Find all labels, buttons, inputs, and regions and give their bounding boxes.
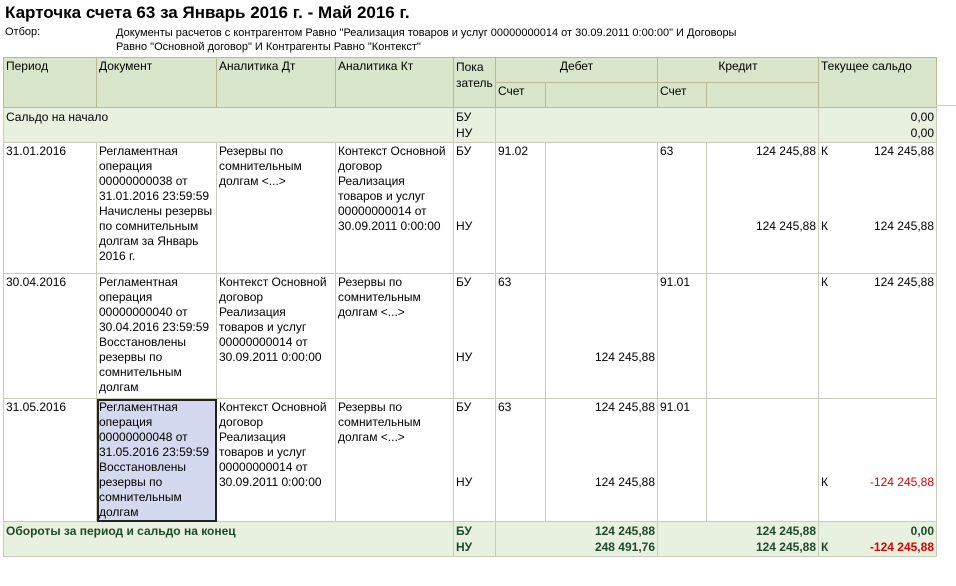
totals-row: Обороты за период и сальдо на конец БУ НУ… (3, 521, 937, 557)
debit-bu (548, 144, 655, 219)
header-credit: Кредит (657, 57, 819, 83)
debit-bu: 124 245,88 (594, 400, 655, 414)
report-title: Карточка счета 63 за Январь 2016 г. - Ма… (5, 3, 410, 22)
analytics-dt-cell[interactable]: Резервы по сомнительным долгам <...> (216, 142, 336, 274)
balance-side: К (821, 275, 828, 289)
filter-text: Документы расчетов с контрагентом Равно … (116, 26, 816, 54)
bu-label: БУ (456, 144, 472, 158)
nu-label: НУ (456, 350, 473, 364)
debit-account: 91.02 (495, 142, 546, 274)
balance-bu: 124 245,88 (873, 144, 934, 158)
header-analytics-kt: Аналитика Кт (335, 57, 454, 108)
nu-label: НУ (456, 126, 473, 140)
header-credit-sum (706, 82, 819, 108)
totals-label: Обороты за период и сальдо на конец (3, 521, 454, 557)
header-debit-sum (545, 82, 658, 108)
header-indicator: Пока затель (453, 57, 496, 108)
bu-label: БУ (456, 400, 472, 414)
opening-bu-balance: 0,00 (910, 110, 934, 124)
entry-row: 31.05.2016 Регламентная операция 0000000… (3, 398, 937, 522)
credit-bu (709, 275, 816, 350)
totals-balance-nu: -124 245,88 (869, 540, 934, 554)
balance-nu: 124 245,88 (873, 219, 934, 233)
period-cell: 31.01.2016 (3, 142, 97, 274)
opening-nu-balance: 0,00 (910, 126, 934, 140)
totals-balance-bu: 0,00 (910, 524, 934, 538)
document-cell[interactable]: Регламентная операция 00000000040 от 30.… (96, 273, 217, 399)
debit-nu: 124 245,88 (594, 475, 655, 489)
analytics-kt-cell[interactable]: Резервы по сомнительным долгам <...> (335, 398, 454, 522)
filter-line: Документы расчетов с контрагентом Равно … (116, 27, 737, 39)
entry-row: 30.04.2016 Регламентная операция 0000000… (3, 273, 937, 399)
analytics-kt-cell[interactable]: Контекст Основной договор Реализация тов… (335, 142, 454, 274)
balance-side: К (821, 540, 829, 554)
opening-balance-row: Сальдо на начало БУ НУ 0,00 0,00 (3, 107, 937, 143)
credit-account: 91.01 (657, 273, 707, 399)
nu-label: НУ (456, 219, 473, 233)
entry-row: 31.01.2016 Регламентная операция 0000000… (3, 142, 937, 274)
credit-nu: 124 245,88 (755, 219, 816, 233)
bu-label: БУ (456, 110, 472, 124)
debit-nu: 124 245,88 (594, 350, 655, 364)
header-analytics-dt: Аналитика Дт (216, 57, 336, 108)
nu-label: НУ (456, 475, 473, 489)
bu-label: БУ (456, 275, 472, 289)
opening-label: Сальдо на начало (3, 107, 454, 143)
document-cell[interactable]: Регламентная операция 00000000038 от 31.… (96, 142, 217, 274)
header-period: Период (3, 57, 97, 108)
totals-credit-nu: 124 245,88 (755, 540, 816, 554)
balance-nu: -124 245,88 (869, 475, 934, 489)
credit-bu: 124 245,88 (755, 144, 816, 158)
filter-line: Равно "Основной договор" И Контрагенты Р… (116, 41, 421, 53)
period-cell: 31.05.2016 (3, 398, 97, 522)
balance-bu: 124 245,88 (873, 275, 934, 289)
analytics-dt-cell[interactable]: Контекст Основной договор Реализация тов… (216, 398, 336, 522)
header-balance: Текущее сальдо (818, 57, 937, 108)
account-card-table: Период Документ Аналитика Дт Аналитика К… (3, 57, 937, 557)
credit-bu (709, 400, 816, 475)
header-debit: Дебет (495, 57, 658, 83)
document-cell[interactable]: Регламентная операция 00000000048 от 31.… (96, 398, 217, 522)
nu-label: НУ (456, 540, 473, 554)
debit-bu (548, 275, 655, 350)
credit-account: 91.01 (657, 398, 707, 522)
header-document: Документ (96, 57, 217, 108)
balance-side: К (821, 475, 828, 489)
header-credit-account: Счет (657, 82, 707, 108)
debit-account: 63 (495, 398, 546, 522)
credit-account: 63 (657, 142, 707, 274)
debit-account: 63 (495, 273, 546, 399)
analytics-dt-cell[interactable]: Контекст Основной договор Реализация тов… (216, 273, 336, 399)
analytics-kt-cell[interactable]: Резервы по сомнительным долгам <...> (335, 273, 454, 399)
totals-debit-nu: 248 491,76 (594, 540, 655, 554)
filter-label: Отбор: (5, 26, 41, 38)
balance-side: К (821, 219, 828, 233)
period-cell: 30.04.2016 (3, 273, 97, 399)
bu-label: БУ (456, 524, 472, 538)
totals-debit-bu: 124 245,88 (594, 524, 655, 538)
totals-credit-bu: 124 245,88 (755, 524, 816, 538)
header-debit-account: Счет (495, 82, 546, 108)
balance-side: К (821, 144, 828, 158)
